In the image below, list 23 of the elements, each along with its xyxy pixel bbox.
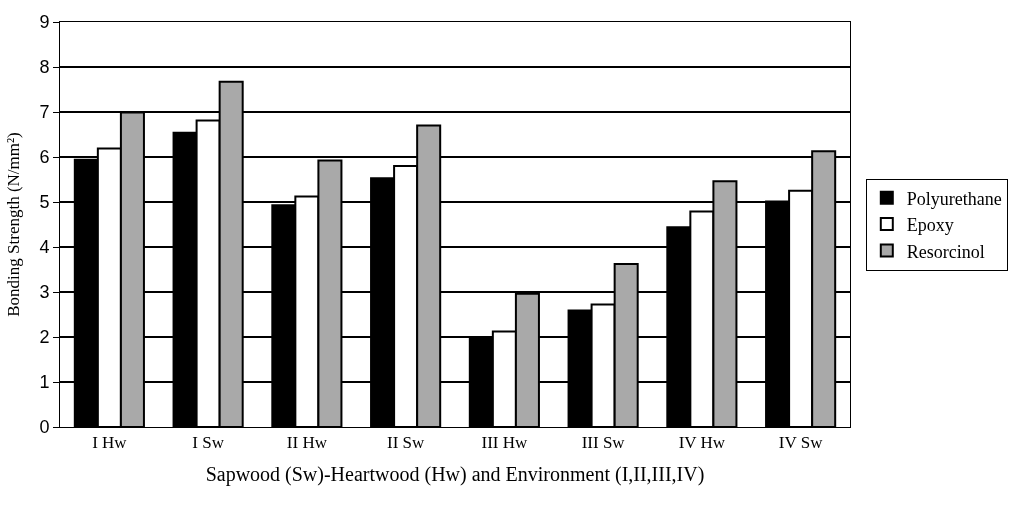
x-tick-label: I Sw [192, 433, 225, 453]
x-tick-label: III Sw [581, 433, 626, 453]
x-tick-label: II Hw [286, 433, 328, 453]
y-tick-label: 0 [39, 417, 50, 438]
y-tick-label: 1 [39, 372, 50, 393]
y-tick-label: 7 [39, 102, 50, 123]
legend-label: Epoxy [906, 215, 954, 236]
x-tick-label: III Hw [481, 433, 528, 453]
legend-label: Polyurethane [906, 188, 1002, 209]
y-tick-label: 6 [39, 147, 50, 168]
y-tick-label: 3 [39, 282, 50, 303]
x-tick-label: I Hw [92, 433, 128, 453]
y-tick-label: 5 [39, 192, 50, 213]
x-tick-label: IV Sw [778, 433, 824, 453]
y-tick-label: 4 [39, 237, 50, 258]
x-axis-title: Sapwood (Sw)-Heartwood (Hw) and Environment (I,II,III,IV) [205, 462, 705, 486]
y-tick-label: 8 [39, 57, 50, 78]
x-tick-label: IV Hw [678, 433, 726, 453]
y-tick-label: 9 [39, 12, 50, 33]
y-tick-label: 2 [39, 327, 50, 348]
x-tick-label: II Sw [386, 433, 425, 453]
y-axis-title: Bonding Strength (N/mm²) [3, 132, 23, 317]
legend-label: Resorcinol [906, 241, 985, 262]
